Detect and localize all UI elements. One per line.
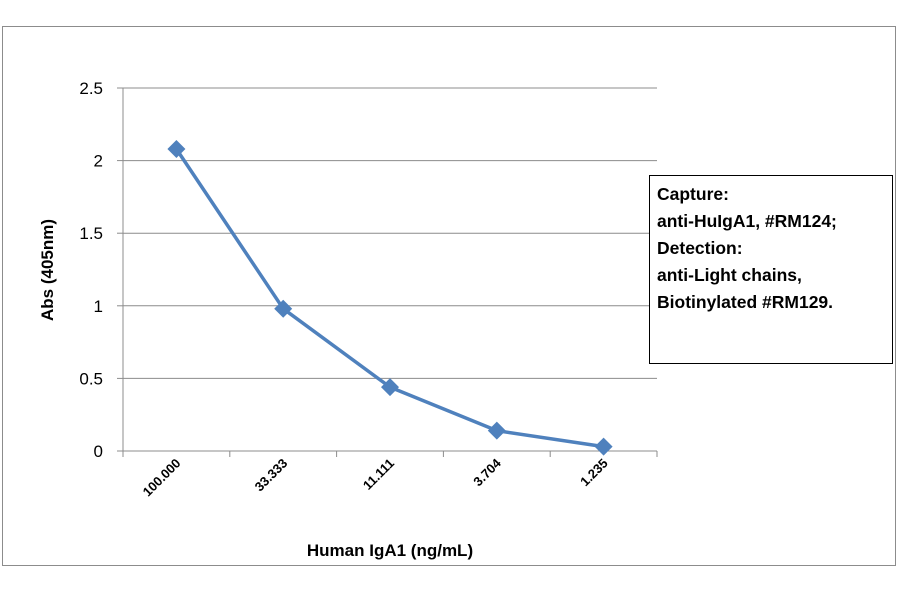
data-point-marker <box>594 437 613 456</box>
y-tick-labels: 0 0.5 1 1.5 2 2.5 <box>79 79 103 461</box>
x-tick-label: 100.000 <box>140 456 184 500</box>
gridlines <box>117 87 658 457</box>
series-layer <box>167 139 613 456</box>
series-line <box>174 148 604 449</box>
data-point-marker <box>487 421 506 440</box>
data-point-marker <box>274 299 293 318</box>
y-tick-label: 2.5 <box>79 79 103 98</box>
x-tick-label: 1.235 <box>577 456 611 490</box>
y-tick-label: 1.5 <box>79 224 103 243</box>
y-tick-label: 2 <box>94 152 103 171</box>
annotation-box: Capture: anti-HuIgA1, #RM124; Detection:… <box>649 175 893 364</box>
data-point-marker <box>381 378 399 397</box>
annotation-line: Biotinylated #RM129. <box>657 292 834 312</box>
x-tick-labels: 100.000 33.333 11.111 3.704 1.235 <box>140 455 611 499</box>
annotation-line: anti-Light chains, <box>657 265 802 285</box>
y-axis-title: Abs (405nm) <box>38 219 57 321</box>
x-tick-label: 3.704 <box>470 455 504 489</box>
annotation-line: anti-HuIgA1, #RM124; <box>657 211 837 231</box>
y-tick-label: 0 <box>94 442 103 461</box>
x-tick-label: 33.333 <box>252 456 291 495</box>
x-tick-label: 11.111 <box>360 456 397 493</box>
data-point-marker <box>167 139 186 158</box>
annotation-line: Detection: <box>657 238 743 258</box>
y-tick-label: 0.5 <box>79 369 103 388</box>
y-tick-label: 1 <box>94 297 103 316</box>
annotation-line: Capture: <box>657 184 729 204</box>
x-axis-title: Human IgA1 (ng/mL) <box>307 541 473 560</box>
